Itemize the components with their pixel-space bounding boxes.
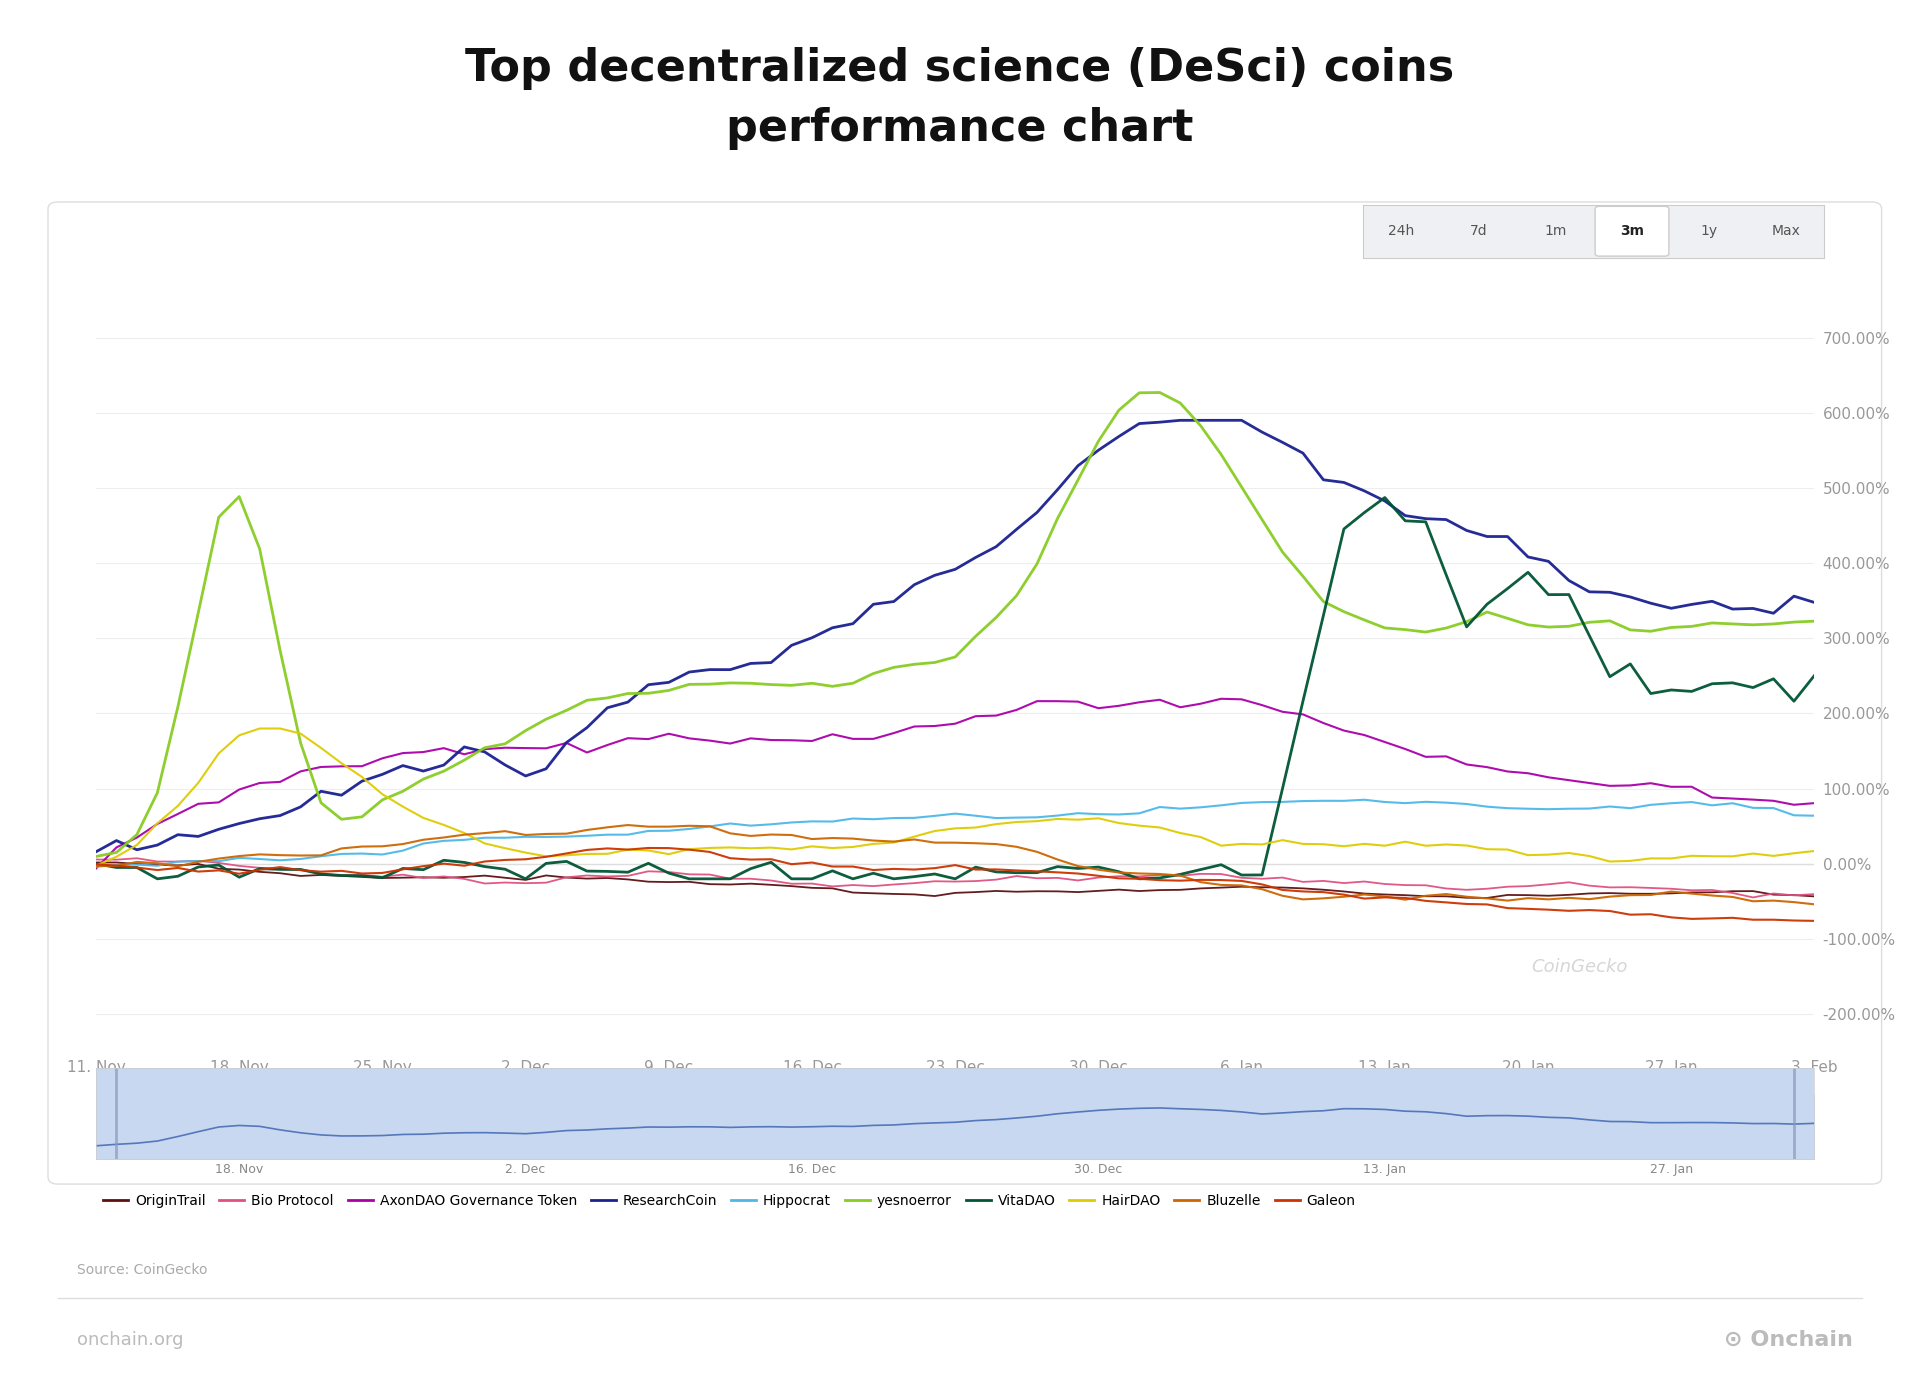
FancyBboxPatch shape: [1596, 206, 1668, 256]
FancyBboxPatch shape: [1359, 202, 1828, 260]
Text: 1y: 1y: [1701, 224, 1716, 238]
Text: 7d: 7d: [1469, 224, 1488, 238]
Text: onchain.org: onchain.org: [77, 1332, 182, 1348]
Legend: OriginTrail, Bio Protocol, AxonDAO Governance Token, ResearchCoin, Hippocrat, ye: OriginTrail, Bio Protocol, AxonDAO Gover…: [104, 1194, 1356, 1208]
Text: Max: Max: [1770, 224, 1801, 238]
Text: 3m: 3m: [1620, 224, 1644, 238]
Text: Top decentralized science (DeSci) coins: Top decentralized science (DeSci) coins: [465, 47, 1455, 89]
Text: performance chart: performance chart: [726, 107, 1194, 149]
Text: CoinGecko: CoinGecko: [1530, 958, 1628, 975]
Text: ⊙ Onchain: ⊙ Onchain: [1724, 1330, 1853, 1350]
Text: 24h: 24h: [1388, 224, 1415, 238]
Text: 1m: 1m: [1544, 224, 1567, 238]
Text: Source: CoinGecko: Source: CoinGecko: [77, 1263, 207, 1277]
